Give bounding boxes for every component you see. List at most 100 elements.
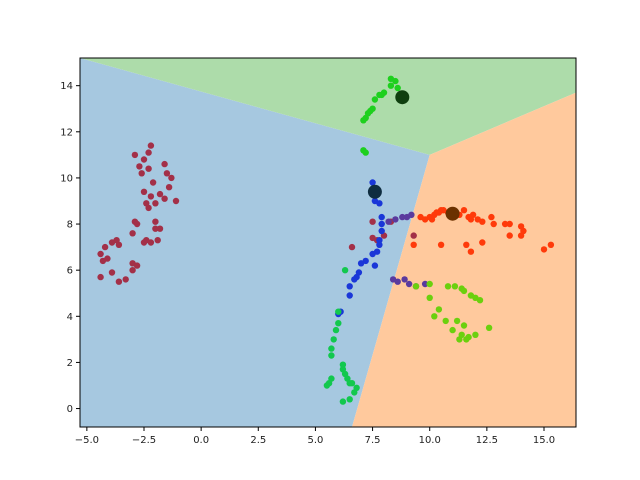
data-point	[399, 213, 406, 221]
data-point	[145, 149, 152, 156]
data-point	[401, 276, 408, 283]
decision-regions	[80, 58, 576, 427]
data-point	[332, 326, 340, 334]
data-point	[122, 276, 129, 283]
data-point	[108, 269, 116, 276]
data-point	[421, 280, 429, 288]
data-point	[149, 179, 157, 186]
green-region	[80, 58, 576, 155]
data-point	[147, 193, 155, 200]
data-point	[376, 241, 383, 248]
data-point	[369, 218, 376, 225]
x-tick-label: 0.0	[193, 435, 209, 446]
orange-region	[352, 92, 576, 427]
data-point	[506, 220, 513, 228]
data-point	[339, 361, 347, 368]
data-point	[517, 232, 525, 239]
data-point	[392, 216, 399, 223]
data-point	[378, 91, 385, 99]
data-point	[453, 317, 461, 325]
data-point	[412, 283, 420, 290]
data-point	[335, 320, 342, 327]
data-point	[479, 239, 486, 246]
data-point	[376, 237, 383, 244]
data-point	[394, 84, 401, 92]
y-tick-label: 12	[60, 127, 73, 138]
data-point	[154, 237, 161, 244]
data-point	[131, 151, 139, 159]
y-tick-label: 8	[67, 220, 73, 231]
data-point	[348, 380, 356, 387]
data-point	[328, 375, 335, 382]
data-point	[442, 317, 449, 325]
data-point	[378, 220, 385, 228]
centroid-marker	[395, 90, 410, 105]
x-tick-label: 7.5	[365, 435, 381, 446]
data-point	[335, 308, 342, 315]
data-point	[431, 313, 438, 320]
data-point	[133, 262, 141, 269]
data-point	[410, 232, 417, 239]
x-tick-label: 15.0	[533, 435, 555, 446]
x-tick-label: −5.0	[75, 435, 99, 446]
data-point	[136, 163, 143, 170]
data-point	[99, 257, 107, 265]
data-point	[101, 243, 109, 251]
data-point	[460, 322, 468, 329]
centroid-marker	[445, 206, 460, 221]
data-point	[351, 389, 358, 396]
data-point	[485, 324, 493, 331]
data-point	[341, 267, 349, 274]
data-point	[152, 200, 159, 207]
y-tick-label: 4	[67, 312, 73, 323]
data-point	[351, 276, 358, 283]
data-points	[97, 75, 555, 405]
x-tick-label: −2.5	[132, 435, 156, 446]
data-point	[97, 250, 104, 258]
blue-region	[80, 58, 430, 427]
data-point	[387, 82, 395, 89]
data-point	[385, 218, 392, 225]
y-tick-label: 14	[60, 81, 73, 92]
data-point	[348, 243, 356, 251]
data-point	[467, 248, 475, 255]
data-point	[129, 267, 136, 274]
data-point	[479, 218, 486, 225]
data-point	[371, 96, 379, 103]
data-point	[394, 278, 401, 285]
x-tick-label: 10.0	[419, 435, 441, 446]
data-point	[437, 241, 445, 248]
data-point	[145, 165, 152, 172]
data-point	[488, 213, 495, 221]
data-point	[163, 170, 171, 177]
data-point	[547, 241, 555, 248]
data-point	[410, 241, 417, 248]
data-point	[147, 142, 155, 149]
data-point	[369, 179, 376, 186]
data-point	[476, 297, 484, 304]
data-point	[426, 294, 433, 301]
data-point	[360, 117, 367, 124]
y-tick-label: 0	[67, 404, 73, 415]
data-point	[378, 213, 385, 221]
data-point	[449, 326, 456, 334]
data-point	[444, 283, 452, 290]
data-point	[426, 280, 433, 288]
data-point	[108, 239, 116, 246]
data-point	[161, 195, 168, 202]
data-point	[115, 278, 123, 285]
data-point	[145, 204, 152, 212]
x-tick-label: 2.5	[250, 435, 266, 446]
data-point	[346, 292, 353, 299]
data-point	[172, 197, 180, 205]
data-point	[129, 230, 136, 237]
data-point	[152, 225, 159, 232]
data-point	[501, 220, 509, 228]
data-point	[392, 77, 399, 85]
data-point	[328, 345, 335, 352]
data-point	[456, 336, 463, 343]
data-point	[435, 306, 443, 313]
data-point	[156, 190, 164, 198]
data-point	[323, 382, 331, 389]
x-axis: −5.0 −2.5 0.0 2.5 5.0 7.5 10.0 12.5 15.0	[75, 427, 555, 446]
